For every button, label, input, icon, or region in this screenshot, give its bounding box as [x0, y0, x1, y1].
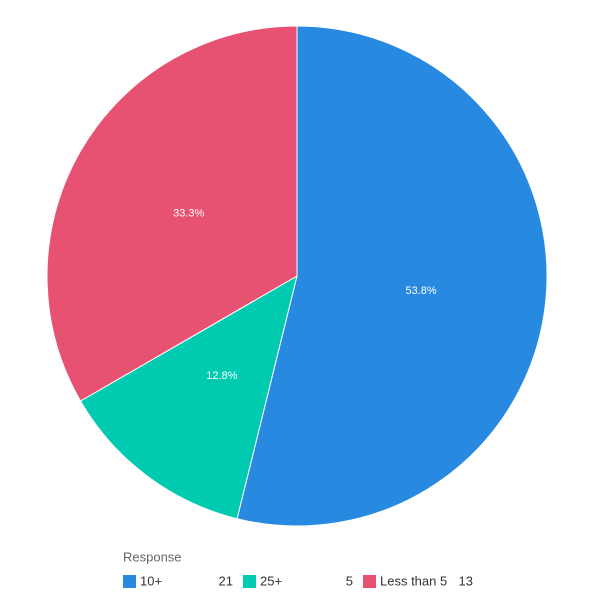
legend-label: 25+ [260, 573, 282, 588]
data-label: 33.3% [173, 207, 204, 219]
legend-count: 5 [346, 573, 353, 588]
pie-slice [236, 25, 548, 527]
data-label: 53.8% [405, 285, 436, 297]
legend-title: Response [123, 549, 182, 564]
data-label: 12.8% [206, 370, 237, 382]
legend-label: 10+ [140, 573, 162, 588]
legend-label: Less than 5 [380, 573, 447, 588]
legend-count: 13 [459, 573, 473, 588]
legend-count: 21 [219, 573, 233, 588]
legend-swatch [363, 575, 376, 588]
pie-slice [79, 274, 298, 520]
legend-swatch [123, 575, 136, 588]
pie-slice [46, 25, 298, 402]
legend-swatch [243, 575, 256, 588]
